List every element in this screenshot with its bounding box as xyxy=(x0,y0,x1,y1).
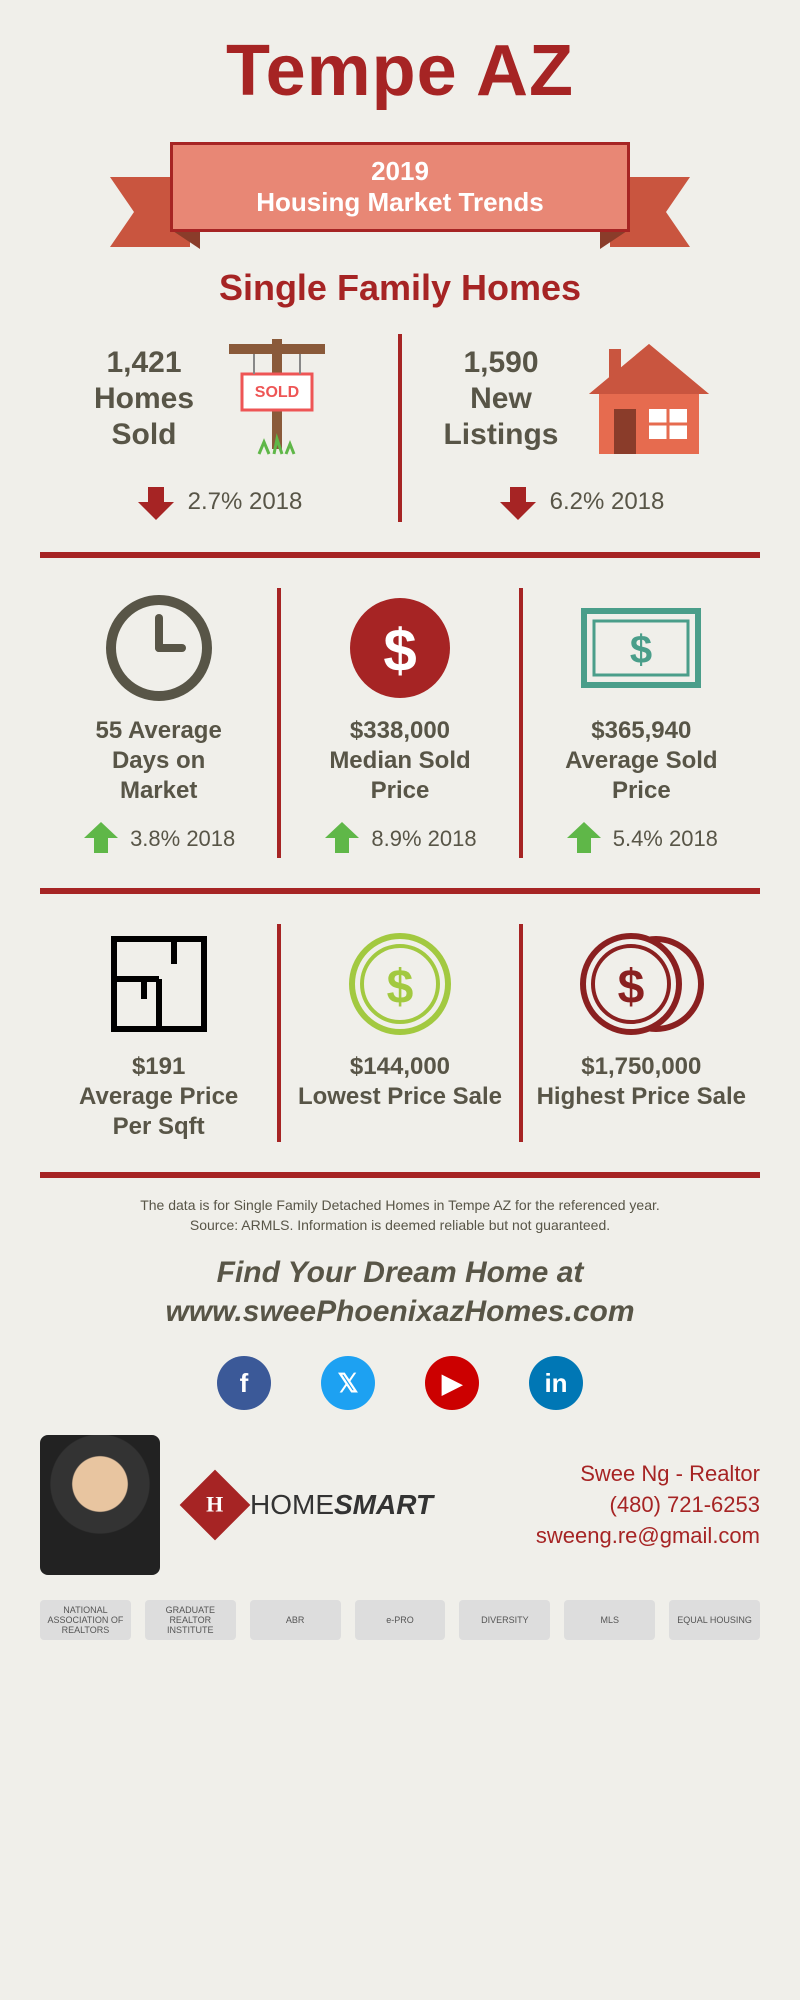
svg-text:SOLD: SOLD xyxy=(255,384,299,401)
stat-new-listings: 1,590 New Listings 6.2% 2018 xyxy=(402,334,760,522)
stat-change: 6.2% 2018 xyxy=(498,482,665,522)
stat-text: $144,000 Lowest Price Sale xyxy=(298,1052,502,1112)
svg-text:$: $ xyxy=(383,617,416,684)
stat-change: 5.4% 2018 xyxy=(565,820,718,858)
footer-row: H HOMESMART Swee Ng - Realtor (480) 721-… xyxy=(40,1435,760,1575)
cert-badge: GRADUATE REALTOR INSTITUTE xyxy=(145,1600,236,1640)
ribbon-year: 2019 xyxy=(371,156,429,187)
linkedin-icon[interactable]: in xyxy=(529,1356,583,1410)
social-row: f 𝕏 ▶ in xyxy=(40,1356,760,1410)
twitter-icon[interactable]: 𝕏 xyxy=(321,1356,375,1410)
house-icon xyxy=(579,334,719,464)
stat-homes-sold: 1,421 Homes Sold SOLD 2.7% 2018 xyxy=(40,334,402,522)
facebook-icon[interactable]: f xyxy=(217,1356,271,1410)
stat-median-price: $ $338,000 Median Sold Price 8.9% 2018 xyxy=(277,588,522,858)
top-stats-row: 1,421 Homes Sold SOLD 2.7% 2018 xyxy=(40,334,760,522)
brand-text: HOMESMART xyxy=(250,1489,433,1521)
ribbon-subtitle: Housing Market Trends xyxy=(256,187,544,218)
contact-email[interactable]: sweeng.re@gmail.com xyxy=(536,1521,760,1552)
arrow-up-icon xyxy=(82,820,120,858)
cert-badge: DIVERSITY xyxy=(459,1600,550,1640)
svg-text:$: $ xyxy=(387,961,414,1014)
subtitle: Single Family Homes xyxy=(40,267,760,309)
stat-text: 1,590 New Listings xyxy=(443,345,558,453)
stat-text: 55 Average Days on Market xyxy=(96,716,222,806)
arrow-up-icon xyxy=(565,820,603,858)
brand-diamond-icon: H xyxy=(180,1470,251,1541)
stat-change: 8.9% 2018 xyxy=(323,820,476,858)
clock-icon xyxy=(104,593,214,703)
dollar-coins-icon: $ xyxy=(576,929,706,1039)
divider xyxy=(40,888,760,894)
stat-price-sqft: $191 Average Price Per Sqft xyxy=(40,924,277,1142)
arrow-up-icon xyxy=(323,820,361,858)
stat-text: $191 Average Price Per Sqft xyxy=(79,1052,238,1142)
floorplan-icon xyxy=(104,929,214,1039)
svg-text:$: $ xyxy=(630,628,652,672)
divider xyxy=(40,1172,760,1178)
cert-badge: NATIONAL ASSOCIATION OF REALTORS xyxy=(40,1600,131,1640)
bottom-stats-row: $191 Average Price Per Sqft $ $144,000 L… xyxy=(40,924,760,1142)
ribbon-banner: 2019 Housing Market Trends xyxy=(110,122,690,252)
cert-badge: MLS xyxy=(564,1600,655,1640)
money-rect-icon: $ xyxy=(576,603,706,693)
call-to-action: Find Your Dream Home at www.sweePhoenixa… xyxy=(40,1253,760,1331)
disclaimer: The data is for Single Family Detached H… xyxy=(40,1196,760,1235)
divider xyxy=(40,552,760,558)
stat-days-on-market: 55 Average Days on Market 3.8% 2018 xyxy=(40,588,277,858)
stat-change: 3.8% 2018 xyxy=(82,820,235,858)
brand-logo: H HOMESMART xyxy=(190,1480,433,1530)
sold-sign-icon: SOLD xyxy=(214,334,344,464)
stat-text: $338,000 Median Sold Price xyxy=(329,716,470,806)
certifications-row: NATIONAL ASSOCIATION OF REALTORS GRADUAT… xyxy=(40,1600,760,1640)
stat-lowest-price: $ $144,000 Lowest Price Sale xyxy=(277,924,522,1142)
realtor-avatar xyxy=(40,1435,160,1575)
stat-text: $1,750,000 Highest Price Sale xyxy=(537,1052,746,1112)
contact-block: Swee Ng - Realtor (480) 721-6253 sweeng.… xyxy=(536,1459,760,1551)
dollar-outline-icon: $ xyxy=(345,929,455,1039)
youtube-icon[interactable]: ▶ xyxy=(425,1356,479,1410)
mid-stats-row: 55 Average Days on Market 3.8% 2018 $ $3… xyxy=(40,588,760,858)
cert-badge: EQUAL HOUSING xyxy=(669,1600,760,1640)
cert-badge: e-PRO xyxy=(355,1600,446,1640)
contact-phone[interactable]: (480) 721-6253 xyxy=(536,1490,760,1521)
cert-badge: ABR xyxy=(250,1600,341,1640)
arrow-down-icon xyxy=(136,482,176,522)
stat-highest-price: $ $1,750,000 Highest Price Sale xyxy=(523,924,760,1142)
stat-text: 1,421 Homes Sold xyxy=(94,345,194,453)
stat-avg-price: $ $365,940 Average Sold Price 5.4% 2018 xyxy=(523,588,760,858)
main-title: Tempe AZ xyxy=(40,30,760,112)
infographic-container: Tempe AZ 2019 Housing Market Trends Sing… xyxy=(0,0,800,1670)
svg-text:$: $ xyxy=(618,961,645,1014)
contact-name: Swee Ng - Realtor xyxy=(536,1459,760,1490)
dollar-circle-icon: $ xyxy=(345,593,455,703)
arrow-down-icon xyxy=(498,482,538,522)
ribbon-main: 2019 Housing Market Trends xyxy=(170,142,630,232)
stat-text: $365,940 Average Sold Price xyxy=(565,716,718,806)
stat-change: 2.7% 2018 xyxy=(136,482,303,522)
